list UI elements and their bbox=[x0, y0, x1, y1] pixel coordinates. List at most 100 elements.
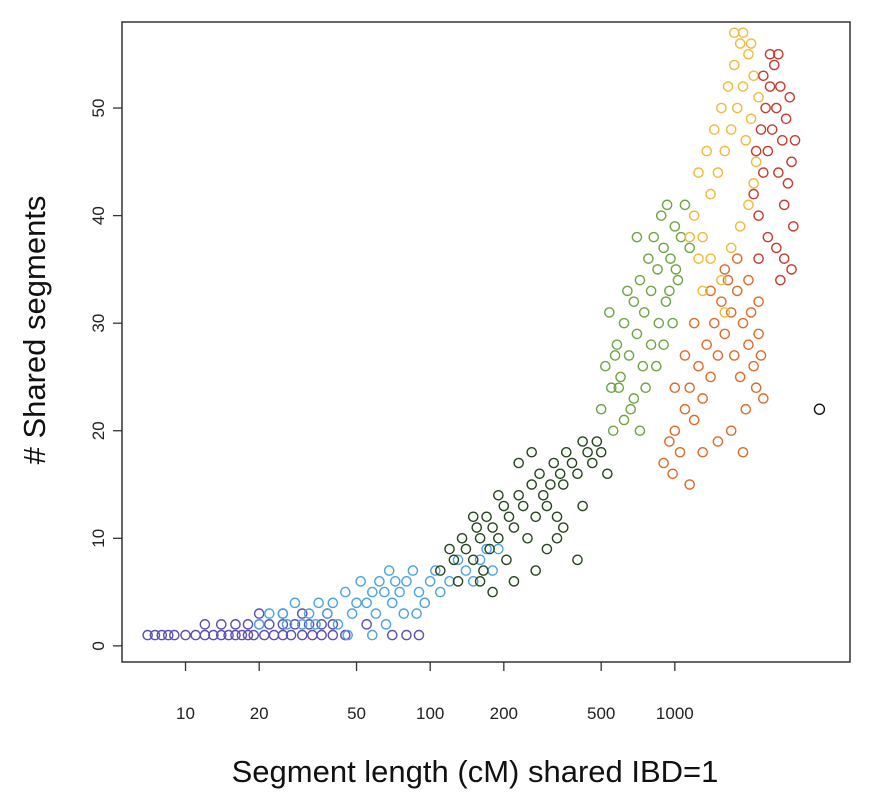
data-point bbox=[493, 543, 504, 555]
y-axis-title: # Shared segments bbox=[17, 196, 52, 465]
data-point bbox=[638, 307, 650, 318]
data-point bbox=[716, 296, 727, 307]
data-point bbox=[634, 425, 646, 437]
data-point bbox=[719, 264, 731, 275]
x-tick-label: 1000 bbox=[656, 704, 694, 723]
y-tick-label: 50 bbox=[89, 99, 108, 118]
data-point bbox=[303, 619, 315, 630]
data-point bbox=[413, 629, 425, 641]
data-point bbox=[728, 27, 740, 39]
data-point bbox=[374, 576, 385, 587]
data-point bbox=[577, 500, 588, 512]
data-point bbox=[778, 199, 790, 211]
data-point bbox=[771, 102, 782, 114]
data-point bbox=[661, 199, 673, 211]
y-tick-label: 10 bbox=[89, 529, 108, 548]
data-point bbox=[268, 629, 280, 641]
data-point bbox=[705, 285, 716, 297]
data-point bbox=[351, 597, 362, 609]
data-point bbox=[484, 543, 495, 555]
series-6 bbox=[684, 27, 764, 318]
data-point bbox=[180, 629, 191, 641]
x-tick-label: 200 bbox=[490, 704, 518, 723]
data-point bbox=[618, 414, 630, 426]
data-point bbox=[697, 285, 709, 297]
series-2 bbox=[253, 543, 504, 641]
data-point bbox=[285, 629, 297, 641]
data-point bbox=[230, 619, 241, 630]
data-point bbox=[560, 446, 572, 458]
data-point bbox=[487, 522, 498, 533]
data-point bbox=[530, 565, 542, 576]
data-point bbox=[813, 403, 826, 415]
series-5 bbox=[658, 253, 769, 490]
data-point bbox=[755, 124, 767, 135]
data-point bbox=[503, 511, 515, 523]
data-point bbox=[460, 543, 472, 555]
data-point bbox=[557, 522, 569, 533]
data-point bbox=[435, 586, 446, 598]
data-point bbox=[332, 619, 344, 630]
data-points bbox=[142, 27, 826, 641]
x-tick-label: 50 bbox=[347, 704, 366, 723]
data-point bbox=[786, 264, 797, 275]
data-point bbox=[394, 586, 405, 598]
series-8 bbox=[813, 403, 826, 415]
data-point bbox=[534, 468, 545, 480]
data-point bbox=[753, 210, 764, 221]
data-point bbox=[545, 479, 556, 490]
data-point bbox=[712, 167, 724, 178]
data-point bbox=[760, 102, 771, 114]
data-point bbox=[613, 382, 625, 394]
data-point bbox=[670, 264, 682, 275]
data-point bbox=[762, 231, 774, 243]
data-point bbox=[591, 436, 603, 447]
data-point bbox=[551, 511, 563, 523]
data-point bbox=[398, 608, 410, 619]
x-tick-label: 20 bbox=[250, 704, 269, 723]
series-4 bbox=[595, 199, 695, 437]
plot-frame bbox=[121, 21, 851, 663]
data-point bbox=[731, 253, 743, 264]
data-point bbox=[789, 135, 801, 146]
data-point bbox=[435, 565, 446, 576]
data-point bbox=[740, 403, 752, 415]
data-point bbox=[215, 619, 227, 630]
data-point bbox=[526, 479, 537, 490]
data-point bbox=[784, 91, 796, 103]
data-point bbox=[340, 586, 351, 598]
data-point bbox=[688, 414, 700, 426]
data-point bbox=[631, 231, 643, 243]
data-point bbox=[643, 253, 654, 264]
data-point bbox=[355, 576, 366, 587]
data-point bbox=[725, 124, 737, 135]
data-point bbox=[697, 446, 709, 458]
data-point bbox=[366, 586, 378, 598]
data-point bbox=[452, 576, 464, 587]
data-point bbox=[697, 231, 709, 243]
data-point bbox=[401, 629, 412, 641]
data-point bbox=[748, 360, 759, 372]
data-point bbox=[762, 145, 774, 157]
data-point bbox=[778, 253, 790, 264]
data-point bbox=[667, 468, 678, 480]
data-point bbox=[606, 382, 617, 394]
data-point bbox=[313, 597, 324, 609]
data-point bbox=[386, 597, 398, 609]
data-point bbox=[577, 436, 588, 447]
data-point bbox=[456, 533, 468, 544]
data-point bbox=[296, 629, 308, 641]
data-point bbox=[697, 393, 709, 404]
data-point bbox=[722, 274, 734, 286]
data-point bbox=[734, 221, 746, 232]
data-point bbox=[281, 619, 293, 630]
data-point bbox=[541, 543, 553, 555]
data-point bbox=[474, 533, 486, 544]
data-point bbox=[602, 468, 613, 480]
data-point bbox=[672, 274, 684, 286]
data-point bbox=[407, 565, 419, 576]
data-point bbox=[775, 274, 786, 286]
data-point bbox=[693, 167, 704, 178]
data-point bbox=[307, 629, 318, 641]
